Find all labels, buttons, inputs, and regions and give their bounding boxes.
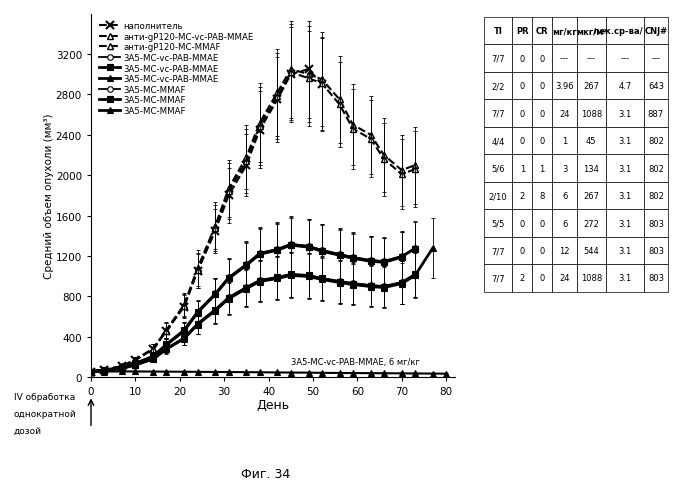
Y-axis label: Средний объем опухоли (мм³): Средний объем опухоли (мм³) xyxy=(44,113,55,279)
Text: Фиг. 34: Фиг. 34 xyxy=(241,467,290,480)
Text: дозой: дозой xyxy=(14,426,42,435)
Text: IV обработка: IV обработка xyxy=(14,393,76,401)
Text: 3A5-MC-vc-PAB-MMAE, 6 мг/кг: 3A5-MC-vc-PAB-MMAE, 6 мг/кг xyxy=(290,357,419,366)
Legend: наполнитель, анти-gP120-MC-vc-PAB-MMAE, анти-gP120-MC-MMAF, 3A5-MC-vc-PAB-MMAE, : наполнитель, анти-gP120-MC-vc-PAB-MMAE, … xyxy=(95,19,258,119)
Text: однократной: однократной xyxy=(14,409,77,418)
X-axis label: День: День xyxy=(256,398,290,411)
